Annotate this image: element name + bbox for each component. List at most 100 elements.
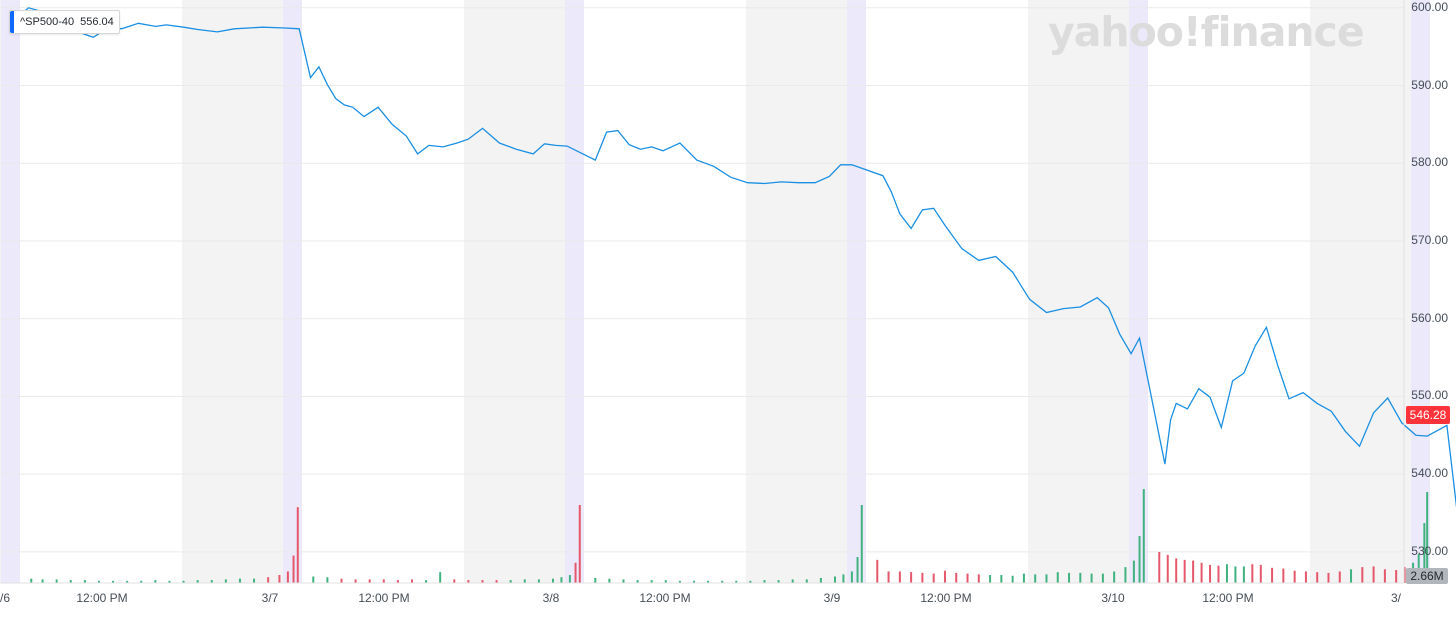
volume-bar xyxy=(1225,564,1228,583)
gridlines xyxy=(0,7,1404,553)
volume-bar xyxy=(425,580,428,583)
afterhours-shade xyxy=(1310,0,1411,583)
volume-bar xyxy=(568,575,571,583)
afterhours-shade xyxy=(0,0,1,583)
y-tick-label: 530.00 xyxy=(1411,543,1448,558)
volume-bar xyxy=(278,575,281,583)
volume-bar xyxy=(1423,523,1426,583)
volume-bar xyxy=(1259,564,1262,583)
volume-bar xyxy=(842,574,845,583)
volume-bar xyxy=(238,578,241,583)
premarket-shade xyxy=(283,0,302,583)
volume-bar xyxy=(1192,560,1195,583)
volume-bar xyxy=(578,505,581,583)
volume-bar xyxy=(943,570,946,583)
volume-bar xyxy=(887,571,890,583)
volume-bar xyxy=(495,580,498,583)
volume-bar xyxy=(112,580,115,583)
volume-bar xyxy=(1304,571,1307,583)
volume-bar xyxy=(1209,564,1212,583)
volume-bar xyxy=(1124,567,1127,583)
x-tick-label: 3/8 xyxy=(542,591,560,605)
volume-bar xyxy=(1034,574,1037,583)
volume-bar xyxy=(1142,489,1145,583)
price-line[interactable] xyxy=(19,7,1456,521)
volume-bar xyxy=(664,580,667,583)
volume-bar xyxy=(805,579,808,583)
volume-bar xyxy=(41,579,44,583)
x-tick-label: 12:00 PM xyxy=(639,591,691,605)
volume-bar xyxy=(1316,572,1319,583)
volume-bar xyxy=(1217,565,1220,583)
volume-bar xyxy=(574,562,577,583)
volume-bar xyxy=(594,577,597,583)
volume-bar xyxy=(1022,573,1025,583)
afterhours-shade xyxy=(746,0,847,583)
volume-bar xyxy=(1045,574,1048,583)
volume-bar xyxy=(83,580,86,583)
volume-bars xyxy=(30,489,1429,583)
premarket-shade xyxy=(1129,0,1148,583)
volume-bar xyxy=(196,580,199,583)
volume-bar xyxy=(509,580,512,583)
volume-bar xyxy=(777,580,780,583)
volume-bar xyxy=(439,572,442,583)
volume-bar xyxy=(368,579,371,583)
volume-bar xyxy=(608,578,611,583)
y-tick-label: 550.00 xyxy=(1411,388,1448,403)
volume-bar xyxy=(966,573,969,583)
afterhours-shade xyxy=(464,0,565,583)
volume-bar xyxy=(1200,562,1203,583)
y-tick-label: 580.00 xyxy=(1411,155,1448,170)
volume-bar xyxy=(1090,573,1093,583)
volume-bar xyxy=(1242,566,1245,583)
volume-bar xyxy=(1175,558,1178,583)
x-tick-label: 12:00 PM xyxy=(1202,591,1254,605)
volume-badge: 2.66M xyxy=(1406,568,1448,584)
volume-bar xyxy=(1166,554,1169,583)
x-tick-label: 3/7 xyxy=(261,591,279,605)
volume-bar xyxy=(860,505,863,583)
symbol-legend[interactable]: ^SP500-40 556.04 xyxy=(9,10,120,34)
volume-bar xyxy=(1361,567,1364,583)
volume-bar xyxy=(1251,564,1254,583)
volume-bar xyxy=(1350,569,1353,583)
volume-bar xyxy=(1372,566,1375,583)
volume-bar xyxy=(1068,572,1071,583)
premarket-shade xyxy=(847,0,866,583)
volume-bar xyxy=(296,507,299,583)
premarket-shade xyxy=(1,0,20,583)
volume-bar xyxy=(467,580,470,583)
volume-bar xyxy=(396,580,399,583)
y-tick-label: 540.00 xyxy=(1411,466,1448,481)
y-tick-label: 570.00 xyxy=(1411,232,1448,247)
volume-bar xyxy=(1234,566,1237,583)
session-shading xyxy=(0,0,1430,583)
volume-bar xyxy=(140,580,143,583)
x-tick-label: /6 xyxy=(0,591,11,605)
volume-bar xyxy=(1011,575,1014,583)
volume-bar xyxy=(1113,571,1116,583)
x-tick-label: 12:00 PM xyxy=(920,591,972,605)
volume-bar xyxy=(253,578,256,583)
volume-bar xyxy=(340,578,343,583)
current-price-badge: 546.28 xyxy=(1406,406,1450,424)
volume-bar xyxy=(312,576,315,583)
legend-symbol: ^SP500-40 xyxy=(20,16,75,28)
volume-bar xyxy=(1056,572,1059,583)
volume-bar xyxy=(55,579,58,583)
afterhours-shade xyxy=(1028,0,1129,583)
volume-bar xyxy=(1000,575,1003,583)
volume-bar xyxy=(833,576,836,583)
volume-bar xyxy=(1282,568,1285,583)
y-tick-label: 560.00 xyxy=(1411,310,1448,325)
volume-bar xyxy=(154,580,157,583)
volume-bar xyxy=(410,579,413,583)
volume-bar xyxy=(126,580,129,583)
volume-bar xyxy=(1395,570,1398,583)
volume-bar xyxy=(69,580,72,583)
volume-bar xyxy=(1293,570,1296,583)
volume-bar xyxy=(326,577,329,583)
volume-bar xyxy=(721,580,724,583)
